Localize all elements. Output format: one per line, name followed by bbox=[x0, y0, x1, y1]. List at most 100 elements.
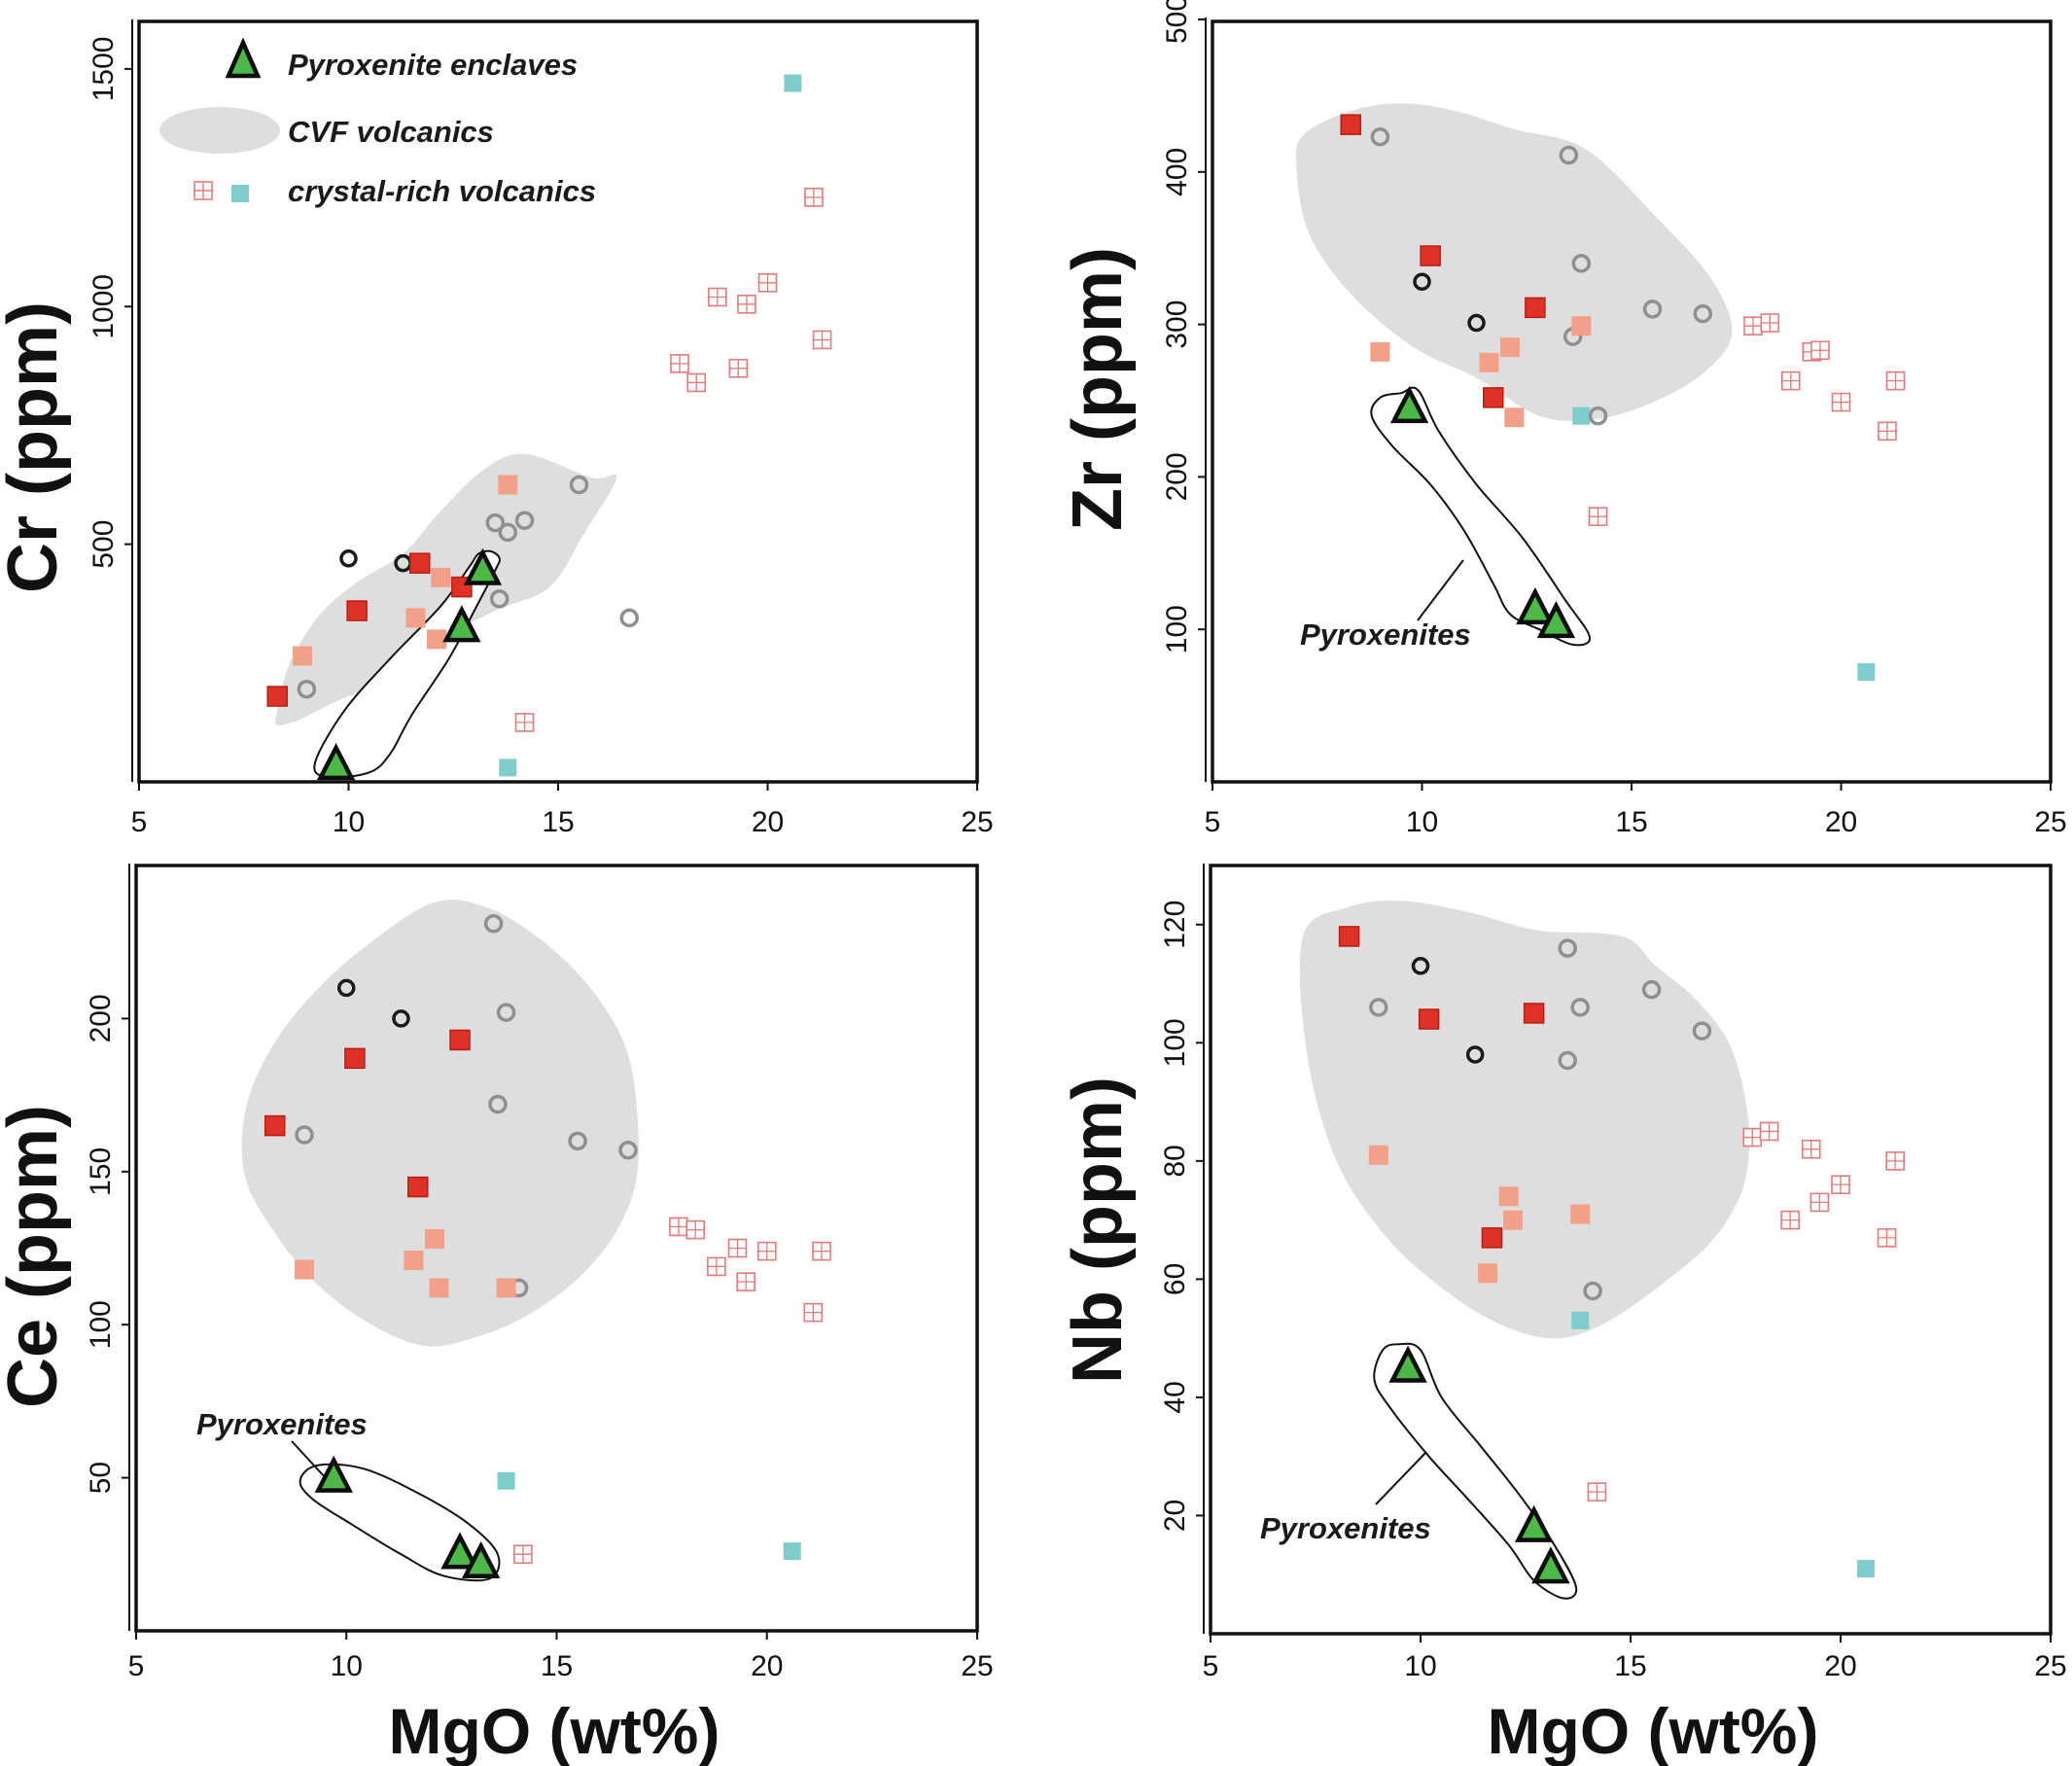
marker-zr-square-cyan-1 bbox=[1857, 663, 1876, 682]
marker-ce-circle-black-1 bbox=[392, 1009, 410, 1028]
marker-ce-square-salmon-2 bbox=[425, 1229, 445, 1250]
marker-nb-circle-grey-2 bbox=[1369, 998, 1388, 1017]
leader-line-zr bbox=[1417, 559, 1464, 621]
marker-nb-square-cyan-1 bbox=[1856, 1560, 1875, 1578]
marker-zr-circle-grey-4 bbox=[1588, 406, 1608, 426]
y-tick-label-nb-4: 100 bbox=[1159, 1018, 1191, 1067]
marker-cr-triangle-1 bbox=[442, 605, 481, 643]
marker-cr-circle-grey-0 bbox=[297, 679, 317, 699]
marker-nb-square-red-3 bbox=[1481, 1227, 1503, 1249]
marker-cr-square-red-0 bbox=[266, 686, 288, 707]
marker-zr-circle-black-1 bbox=[1467, 313, 1486, 333]
x-tick-label-zr-1: 10 bbox=[1406, 806, 1438, 838]
marker-nb-square-hatched-4 bbox=[1809, 1192, 1830, 1213]
y-tick-label-ce-0: 50 bbox=[85, 1462, 117, 1494]
marker-nb-square-hatched-8 bbox=[1587, 1482, 1607, 1501]
leader-line-nb bbox=[1375, 1451, 1427, 1505]
marker-nb-square-hatched-7 bbox=[1885, 1151, 1905, 1171]
marker-zr-square-salmon-1 bbox=[1571, 316, 1592, 336]
marker-cr-circle-grey-1 bbox=[485, 512, 506, 533]
x-tick-label-ce-0: 5 bbox=[128, 1650, 145, 1682]
marker-nb-square-hatched-6 bbox=[1877, 1228, 1897, 1248]
marker-zr-square-hatched-5 bbox=[1831, 392, 1851, 412]
marker-ce-square-red-2 bbox=[263, 1114, 286, 1137]
x-tick-label-ce-3: 20 bbox=[751, 1650, 783, 1682]
y-tick-label-zr-3: 400 bbox=[1161, 148, 1193, 196]
x-tick-label-cr-0: 5 bbox=[131, 806, 148, 838]
x-tick-label-zr-3: 20 bbox=[1825, 806, 1857, 838]
x-tick-label-cr-2: 15 bbox=[542, 806, 574, 838]
marker-cr-circle-grey-5 bbox=[569, 475, 589, 495]
marker-zr-square-salmon-4 bbox=[1504, 407, 1525, 428]
marker-zr-square-hatched-1 bbox=[1760, 313, 1780, 333]
marker-zr-triangle-0 bbox=[1389, 385, 1429, 424]
marker-nb-square-salmon-1 bbox=[1498, 1186, 1519, 1207]
marker-nb-triangle-1 bbox=[1514, 1504, 1554, 1542]
y-axis-title-nb: Nb (ppm) bbox=[1059, 1077, 1137, 1384]
marker-ce-circle-grey-3 bbox=[295, 1125, 314, 1145]
cvf-volcanics-field-zr bbox=[1295, 103, 1733, 421]
marker-nb-circle-grey-6 bbox=[1583, 1281, 1602, 1301]
marker-cr-square-hatched-0 bbox=[670, 354, 689, 373]
x-axis-title-ce: MgO (wt%) bbox=[389, 1695, 720, 1766]
annotation-pyroxenites-zr: Pyroxenites bbox=[1300, 618, 1471, 652]
marker-nb-circle-grey-1 bbox=[1641, 979, 1662, 1000]
marker-zr-circle-grey-6 bbox=[1693, 303, 1713, 324]
marker-nb-triangle-2 bbox=[1531, 1546, 1570, 1584]
x-tick-label-nb-0: 5 bbox=[1203, 1650, 1219, 1682]
marker-cr-square-hatched-8 bbox=[514, 713, 535, 732]
marker-nb-circle-black-0 bbox=[1411, 957, 1430, 975]
marker-zr-square-cyan-0 bbox=[1572, 406, 1591, 425]
marker-cr-triangle-2 bbox=[463, 547, 503, 585]
marker-ce-triangle-1 bbox=[440, 1532, 479, 1570]
legend-hatched-square-icon bbox=[193, 181, 213, 200]
marker-ce-triangle-0 bbox=[314, 1455, 353, 1493]
marker-zr-circle-grey-0 bbox=[1370, 126, 1390, 147]
marker-zr-square-red-0 bbox=[1340, 114, 1361, 135]
x-axis-title-nb: MgO (wt%) bbox=[1488, 1695, 1819, 1766]
marker-nb-square-hatched-3 bbox=[1801, 1139, 1821, 1159]
x-tick-label-cr-1: 10 bbox=[333, 806, 365, 838]
marker-cr-circle-grey-3 bbox=[514, 511, 535, 530]
marker-nb-square-hatched-0 bbox=[1742, 1127, 1763, 1148]
x-tick-label-ce-2: 15 bbox=[541, 1650, 573, 1682]
marker-ce-square-red-1 bbox=[449, 1029, 471, 1051]
marker-ce-square-salmon-3 bbox=[429, 1278, 449, 1298]
marker-nb-triangle-0 bbox=[1388, 1345, 1427, 1383]
marker-cr-circle-grey-4 bbox=[489, 589, 509, 609]
y-tick-label-nb-2: 60 bbox=[1159, 1263, 1191, 1295]
y-tick-label-nb-0: 20 bbox=[1159, 1500, 1191, 1532]
leader-line-ce bbox=[291, 1440, 327, 1479]
marker-ce-square-hatched-2 bbox=[707, 1256, 726, 1277]
y-tick-label-ce-2: 150 bbox=[85, 1148, 117, 1196]
y-tick-label-zr-0: 100 bbox=[1161, 605, 1193, 653]
marker-ce-square-cyan-1 bbox=[783, 1542, 801, 1561]
panel-cr-vs-mgo: 500 1000 1500 5 10 15 20 25 bbox=[88, 19, 994, 838]
y-tick-label-cr-1: 1000 bbox=[88, 274, 120, 339]
marker-zr-square-red-3 bbox=[1483, 387, 1504, 408]
x-tick-label-zr-2: 15 bbox=[1615, 806, 1647, 838]
marker-cr-triangle-0 bbox=[316, 742, 356, 781]
y-tick-label-cr-2: 1500 bbox=[88, 37, 120, 102]
marker-zr-circle-grey-2 bbox=[1571, 254, 1592, 273]
marker-nb-square-hatched-1 bbox=[1759, 1121, 1779, 1142]
x-tick-label-cr-3: 20 bbox=[752, 806, 784, 838]
marker-cr-circle-black-0 bbox=[339, 549, 358, 568]
y-tick-label-nb-1: 40 bbox=[1159, 1381, 1191, 1413]
marker-zr-square-hatched-8 bbox=[1588, 507, 1608, 526]
marker-ce-square-hatched-5 bbox=[756, 1241, 777, 1261]
marker-ce-square-hatched-8 bbox=[513, 1544, 533, 1565]
marker-nb-square-red-2 bbox=[1523, 1003, 1545, 1024]
marker-zr-square-salmon-0 bbox=[1370, 341, 1390, 362]
marker-nb-square-red-0 bbox=[1338, 926, 1360, 947]
marker-cr-square-salmon-0 bbox=[293, 646, 313, 666]
marker-ce-square-hatched-6 bbox=[803, 1302, 824, 1323]
marker-zr-circle-black-0 bbox=[1413, 272, 1431, 291]
marker-ce-circle-black-0 bbox=[337, 978, 356, 998]
marker-nb-circle-grey-0 bbox=[1558, 938, 1577, 958]
marker-cr-square-hatched-3 bbox=[728, 358, 749, 378]
marker-cr-square-hatched-5 bbox=[757, 273, 778, 293]
marker-zr-square-hatched-7 bbox=[1885, 371, 1906, 391]
y-tick-label-nb-5: 120 bbox=[1159, 901, 1191, 949]
marker-ce-triangle-2 bbox=[461, 1540, 501, 1578]
